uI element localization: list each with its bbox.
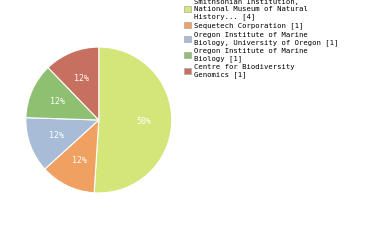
Wedge shape <box>26 68 99 120</box>
Legend: Smithsonian Institution,
National Museum of Natural
History... [4], Sequetech Co: Smithsonian Institution, National Museum… <box>184 0 338 78</box>
Text: 12%: 12% <box>72 156 87 165</box>
Wedge shape <box>48 47 99 120</box>
Text: 12%: 12% <box>50 97 65 106</box>
Wedge shape <box>94 47 172 193</box>
Wedge shape <box>26 118 99 169</box>
Text: 12%: 12% <box>49 131 64 140</box>
Text: 12%: 12% <box>74 74 89 83</box>
Text: 50%: 50% <box>136 117 152 126</box>
Wedge shape <box>45 120 99 193</box>
